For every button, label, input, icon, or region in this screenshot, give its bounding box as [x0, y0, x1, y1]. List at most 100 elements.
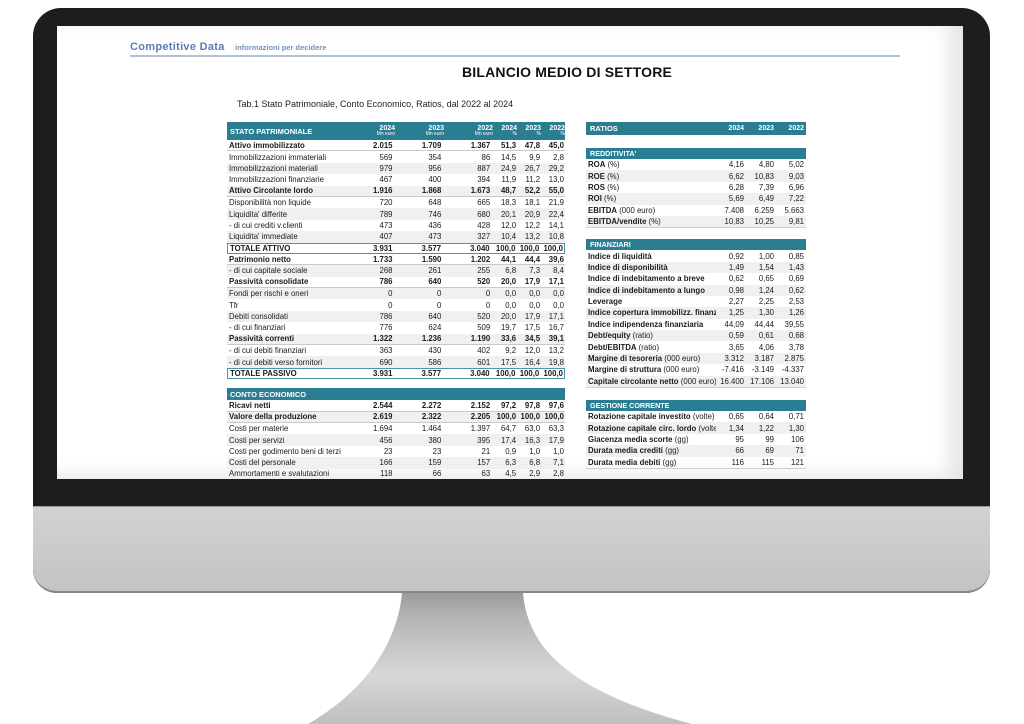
- ratio-unit: (ratio): [636, 342, 660, 352]
- table-row: - di cui capitale sociale 268 261 255 6,8 7,3…: [227, 265, 565, 277]
- ratio-value: 44,09: [724, 319, 744, 329]
- ratio-label: Durata media debiti (gg): [588, 457, 677, 467]
- ratio-row: Capitale circolante netto (000 euro) 16.4…: [586, 375, 806, 389]
- ratio-label: Indice copertura immobilizz. finanziarie: [588, 308, 716, 318]
- ratio-value: 0,85: [788, 251, 804, 261]
- row-value: 44,1: [500, 254, 517, 264]
- ratios-header: RATIOS 2024 2023 2022: [586, 122, 806, 135]
- row-value: 100,0: [496, 412, 517, 422]
- table-row: Patrimonio netto 1.733 1.590 1.202 44,1 44,4 3…: [227, 254, 565, 266]
- row-label: Passività consolidate: [229, 277, 309, 287]
- row-value: 3.040: [470, 369, 490, 378]
- ratio-unit: (gg): [662, 446, 680, 456]
- row-value: 24,9: [500, 163, 517, 173]
- table-row: - di cui crediti v.clienti 473 436 428 12,0 1…: [227, 220, 565, 231]
- row-value: 509: [477, 323, 491, 333]
- row-value: 39,1: [548, 334, 564, 344]
- column-header: 2023 Mn euro: [395, 125, 444, 137]
- row-value: 0: [388, 289, 393, 299]
- ratio-label: Indice di disponibilità: [588, 262, 668, 272]
- ratio-row: Rotazione capitale investito (volte) 0,65…: [586, 411, 806, 422]
- row-value: 6,3: [505, 458, 517, 468]
- ratio-value: 10,25: [754, 217, 774, 227]
- ratio-unit: (ratio): [630, 331, 653, 341]
- ratio-value: 3.312: [724, 354, 744, 364]
- row-value: 100,0: [495, 369, 516, 378]
- row-label: Ammortamenti e svalutazioni: [229, 469, 330, 479]
- row-value: 1.322: [372, 334, 393, 344]
- row-value: 0,0: [529, 300, 541, 310]
- ratio-value: 5,02: [788, 160, 804, 170]
- ratio-unit: (%): [604, 182, 620, 192]
- stato-patrimoniale-title: STATO PATRIMONIALE: [230, 126, 313, 136]
- row-value: 100,0: [543, 369, 563, 378]
- row-value: 640: [428, 312, 442, 322]
- row-value: 428: [477, 220, 491, 230]
- ratio-label: Rotazione capitale circ. lordo (volte): [586, 424, 716, 433]
- row-value: 473: [428, 232, 442, 242]
- row-value: 63,0: [524, 424, 541, 434]
- ratio-value: 1,24: [758, 285, 774, 295]
- row-value: 0,0: [553, 300, 564, 310]
- ratio-value: 95: [735, 435, 744, 444]
- row-value: 380: [428, 435, 442, 445]
- ratio-value: 4,06: [758, 342, 774, 352]
- ratio-label: ROA (%): [588, 160, 620, 170]
- row-value: 1.590: [421, 254, 442, 264]
- stato-patrimoniale-table: STATO PATRIMONIALE 2024 Mn euro 2023 Mn eur…: [227, 122, 565, 380]
- row-value: 34,5: [524, 334, 541, 344]
- row-value: 97,6: [548, 400, 564, 410]
- row-value: 395: [477, 435, 491, 445]
- row-label: Costi per materie: [229, 424, 289, 434]
- ratio-value: 6.259: [754, 205, 774, 215]
- row-value: 0,0: [553, 289, 564, 299]
- row-value: 520: [477, 312, 491, 322]
- row-value: 0,0: [529, 289, 541, 299]
- ratio-value: 3,65: [728, 342, 744, 352]
- table-row: Valore della produzione 2.619 2.322 2.205 10…: [227, 411, 565, 423]
- row-value: 6,8: [505, 266, 517, 276]
- row-value: 100,0: [543, 243, 563, 253]
- ratio-value: 13.040: [780, 376, 804, 386]
- table-row: Ricavi netti 2.544 2.272 2.152 97,2 97,8 97,6: [227, 400, 565, 412]
- year-column-headers: 2024 Mn euro 2023 Mn euro 2022 Mn euro 2024% 20…: [346, 122, 565, 140]
- monitor-chin: [33, 506, 990, 593]
- row-value: 11,9: [501, 175, 517, 185]
- row-value: 1.673: [470, 186, 491, 196]
- row-value: 640: [428, 277, 442, 287]
- ratio-value: 4,80: [758, 160, 774, 170]
- row-label: Fondi per rischi e oneri: [229, 289, 309, 299]
- ratio-row: Margine di struttura (000 euro) -7.416 -3.…: [586, 364, 806, 375]
- row-value: 100,0: [519, 369, 540, 378]
- ratios-section-header: REDDITIVITA': [586, 148, 806, 159]
- row-label: - di cui finanziari: [229, 323, 286, 333]
- row-value: 520: [477, 277, 491, 287]
- table-caption: Tab.1 Stato Patrimoniale, Conto Economic…: [237, 99, 514, 109]
- table-row: - di cui debiti finanziari 363 430 402 9,2 12…: [227, 345, 565, 356]
- column-unit: %: [512, 131, 517, 137]
- ratio-unit: (gg): [672, 435, 689, 444]
- ratio-label: Margine di struttura (000 euro): [588, 365, 700, 375]
- ratio-value: -7.416: [721, 365, 744, 375]
- conto-economico-table: CONTO ECONOMICO Ricavi netti 2.544 2.272 2.…: [227, 388, 565, 479]
- row-value: 44,4: [524, 254, 541, 264]
- ratio-label: Giacenza media scorte (gg): [588, 435, 689, 444]
- ratio-value: 0,92: [728, 251, 744, 261]
- ratio-label: Capitale circolante netto (000 euro): [588, 376, 716, 386]
- ratio-value: 0,59: [728, 331, 744, 341]
- table-row: Immobilizzazioni immateriali 569 354 86 14,5…: [227, 151, 565, 162]
- row-value: 14,1: [548, 220, 564, 230]
- row-value: 17,4: [500, 435, 517, 445]
- ratio-value: 0,61: [758, 331, 774, 341]
- ratio-value: 2,25: [758, 297, 774, 307]
- ratio-row: ROE (%) 6,62 10,83 9,03: [586, 170, 806, 182]
- row-value: 624: [428, 323, 442, 333]
- row-value: 12,0: [524, 346, 541, 356]
- row-value: 680: [477, 209, 491, 219]
- row-label: Liquidita' immediate: [229, 232, 298, 242]
- row-label: TOTALE ATTIVO: [230, 243, 291, 253]
- ratio-row: Indice copertura immobilizz. finanziarie…: [586, 307, 806, 319]
- row-value: 887: [477, 163, 491, 173]
- row-value: 0,0: [505, 289, 517, 299]
- ratio-label: Indice di indebitamento a breve: [588, 274, 705, 284]
